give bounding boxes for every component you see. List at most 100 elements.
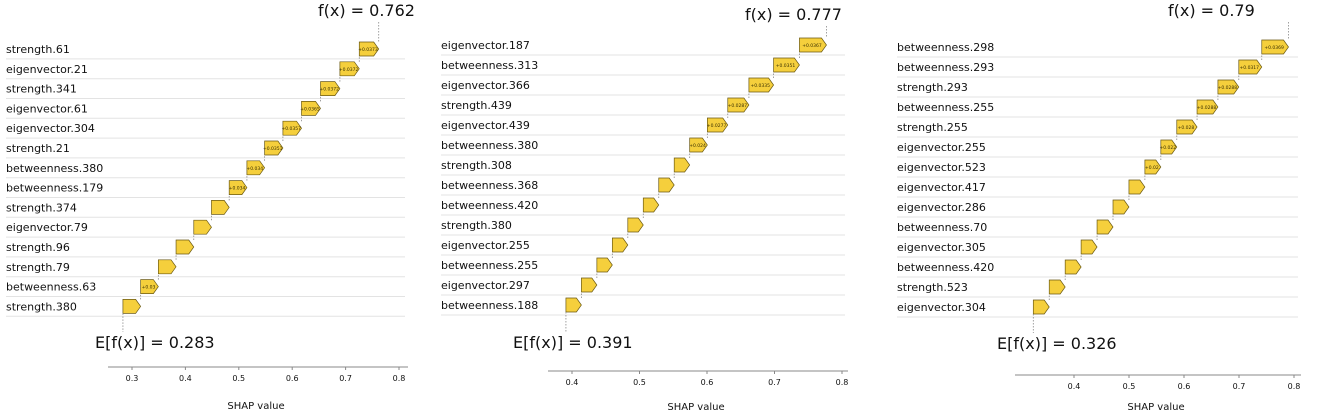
bar-value-label: +0.0287: [728, 103, 748, 109]
shap-bar: [1064, 259, 1082, 275]
feature-label: eigenvector.304: [6, 122, 95, 135]
shap-bar: [228, 180, 248, 195]
bar-value-label: +0.0288: [1218, 85, 1238, 91]
fx-value-label: f(x) = 0.777: [745, 5, 842, 24]
shap-bar: [799, 37, 827, 53]
feature-label: betweenness.380: [6, 162, 103, 175]
feature-label: betweenness.368: [441, 179, 538, 192]
feature-label: strength.21: [6, 142, 70, 155]
bar-value-label: +0.0351: [776, 63, 796, 69]
feature-label: eigenvector.417: [897, 181, 986, 194]
feature-label: eigenvector.297: [441, 279, 530, 292]
feature-label: betweenness.63: [6, 281, 96, 294]
bar-value-label: +0.034: [246, 166, 263, 172]
x-tick-label: 0.6: [1178, 382, 1191, 391]
feature-label: eigenvector.61: [6, 102, 88, 115]
shap-bar: [1128, 179, 1146, 195]
bar-value-label: +0.0288: [1197, 105, 1217, 111]
x-axis-title: SHAP value: [667, 402, 724, 413]
x-tick-label: 0.7: [339, 374, 352, 383]
bar-value-label: +0.0372: [339, 67, 359, 73]
feature-label: strength.380: [6, 300, 77, 313]
bar-value-label: +0.03: [142, 285, 156, 291]
feature-label: strength.523: [897, 281, 968, 294]
bar-value-label: +0.0369: [1264, 45, 1284, 51]
shap-bar: [773, 57, 800, 73]
shap-bar: [611, 237, 629, 253]
shap-bar: [1112, 199, 1130, 215]
shap-bar: [193, 219, 212, 235]
feature-label: strength.79: [6, 261, 70, 274]
feature-label: eigenvector.79: [6, 221, 88, 234]
x-tick-label: 0.4: [1068, 382, 1081, 391]
shap-bar: [596, 257, 613, 273]
shap-bar: [320, 81, 341, 96]
x-tick-label: 0.5: [1123, 382, 1136, 391]
feature-label: strength.374: [6, 201, 77, 214]
x-tick-label: 0.5: [633, 378, 646, 387]
bar-value-label: +0.0373: [358, 47, 378, 53]
shap-bar: [1217, 79, 1240, 95]
shap-bar: [627, 217, 644, 233]
feature-label: eigenvector.523: [897, 161, 986, 174]
feature-label: strength.308: [441, 159, 512, 172]
shap-bar: [1048, 279, 1066, 295]
shap-bar: [673, 157, 691, 173]
feature-label: betweenness.293: [897, 61, 994, 74]
x-tick-label: 0.8: [393, 374, 406, 383]
shap-bar: [689, 137, 708, 153]
feature-label: strength.439: [441, 99, 512, 112]
feature-label: strength.293: [897, 81, 968, 94]
feature-label: eigenvector.439: [441, 119, 530, 132]
feature-label: betweenness.420: [441, 199, 538, 212]
feature-label: eigenvector.286: [897, 201, 986, 214]
feature-label: strength.96: [6, 241, 70, 254]
x-tick-label: 0.5: [232, 374, 245, 383]
feature-label: eigenvector.366: [441, 79, 530, 92]
waterfall-chart-2: +0.0367 eigenvector.187 +0.0351 betweenness…: [441, 5, 848, 413]
feature-label: betweenness.255: [897, 101, 994, 114]
shap-bar: [1196, 99, 1219, 115]
x-tick-label: 0.7: [768, 378, 781, 387]
shap-bar: [565, 297, 582, 313]
shap-bar: [122, 299, 142, 314]
bar-value-label: +0.0357: [281, 126, 301, 132]
shap-bar: [1080, 239, 1098, 255]
shap-bar: [1176, 119, 1198, 135]
feature-label: betweenness.70: [897, 221, 987, 234]
shap-bar: [339, 61, 360, 77]
x-axis-title: SHAP value: [1127, 402, 1184, 413]
x-tick-label: 0.8: [836, 378, 849, 387]
fx-value-label: f(x) = 0.79: [1168, 1, 1255, 20]
shap-bar: [246, 160, 266, 176]
feature-label: betweenness.255: [441, 259, 538, 272]
feature-label: strength.61: [6, 43, 70, 56]
shap-bar: [1032, 299, 1050, 315]
x-tick-label: 0.7: [1233, 382, 1246, 391]
feature-label: betweenness.313: [441, 59, 538, 72]
x-tick-label: 0.6: [286, 374, 299, 383]
shap-bar: [211, 200, 230, 215]
bar-value-label: +0.0367: [802, 43, 822, 49]
shap-bar: [157, 259, 177, 275]
bar-value-label: +0.028: [1178, 125, 1195, 131]
feature-label: eigenvector.304: [897, 301, 986, 314]
feature-label: strength.255: [897, 121, 968, 134]
shap-bar: [1144, 159, 1162, 175]
feature-label: betweenness.420: [897, 261, 994, 274]
bar-value-label: +0.0335: [750, 83, 770, 89]
bar-value-label: +0.0372: [319, 87, 339, 93]
feature-label: betweenness.380: [441, 139, 538, 152]
x-tick-label: 0.8: [1288, 382, 1301, 391]
x-axis-title: SHAP value: [227, 401, 284, 412]
shap-bar: [642, 197, 660, 213]
waterfall-chart-1: +0.0373 strength.61 +0.0372 eigenvector.21 +…: [6, 1, 415, 412]
x-tick-label: 0.3: [126, 374, 139, 383]
bar-value-label: +0.024: [689, 143, 706, 149]
x-tick-label: 0.4: [179, 374, 192, 383]
fx-value-label: f(x) = 0.762: [318, 1, 415, 20]
shap-bar: [581, 277, 598, 293]
shap-bar: [264, 140, 284, 156]
x-tick-label: 0.6: [701, 378, 714, 387]
